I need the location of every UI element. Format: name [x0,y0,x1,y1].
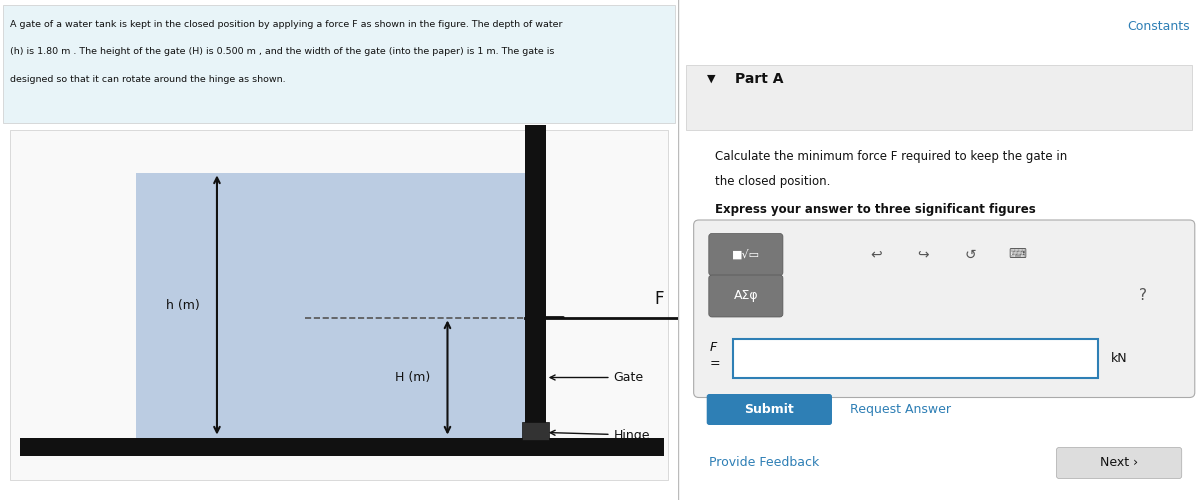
Text: ↩: ↩ [870,248,882,262]
Text: kN: kN [1111,352,1128,364]
Text: Constants: Constants [1127,20,1189,33]
Text: (h) is 1.80 m . The height of the gate (H) is 0.500 m , and the width of the gat: (h) is 1.80 m . The height of the gate (… [10,48,554,56]
FancyBboxPatch shape [709,234,782,276]
Bar [526,125,546,438]
Text: A gate of a water tank is kept in the closed position by applying a force F as s: A gate of a water tank is kept in the cl… [10,20,563,29]
Bar [136,172,533,438]
Text: Gate: Gate [550,371,643,384]
Text: ΑΣφ: ΑΣφ [733,290,758,302]
Text: Part A: Part A [736,72,784,86]
Text: Express your answer to three significant figures: Express your answer to three significant… [714,202,1036,215]
FancyBboxPatch shape [733,338,1098,378]
FancyBboxPatch shape [4,5,674,122]
Text: designed so that it can rotate around the hinge as shown.: designed so that it can rotate around th… [10,75,286,84]
FancyBboxPatch shape [686,65,1192,130]
FancyBboxPatch shape [707,394,832,425]
Text: Request Answer: Request Answer [851,403,952,416]
Text: =: = [709,358,720,370]
FancyBboxPatch shape [694,220,1195,398]
Text: Next ›: Next › [1100,456,1138,469]
Text: ■√▭: ■√▭ [732,250,760,260]
Bar [20,438,665,456]
Text: F: F [654,290,664,308]
Text: the closed position.: the closed position. [714,175,830,188]
Text: ↺: ↺ [965,248,976,262]
Bar [522,422,550,440]
Text: F: F [709,341,716,354]
Text: Calculate the minimum force F required to keep the gate in: Calculate the minimum force F required t… [714,150,1067,163]
Text: ▼: ▼ [707,74,715,84]
Text: Provide Feedback: Provide Feedback [709,456,820,469]
FancyBboxPatch shape [1056,448,1182,478]
Text: ↪: ↪ [918,248,929,262]
Text: ?: ? [1139,288,1146,304]
Text: ⌨: ⌨ [1008,248,1026,261]
FancyBboxPatch shape [709,275,782,317]
Text: H (m): H (m) [395,371,431,384]
Text: Hinge: Hinge [550,428,650,442]
FancyBboxPatch shape [10,130,668,480]
Text: h (m): h (m) [167,298,200,312]
Text: Submit: Submit [744,403,794,416]
